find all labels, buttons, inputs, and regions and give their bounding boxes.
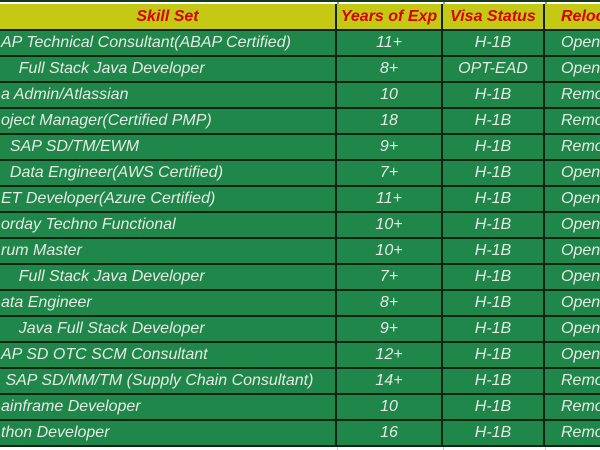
table-row: Data Engineer(AWS Certified) 7+ H-1B Ope… <box>0 161 600 187</box>
cell-relocation[interactable]: Open <box>545 57 600 83</box>
cell-relocation[interactable]: Open <box>545 265 600 291</box>
cell-years[interactable]: 14+ <box>337 369 443 395</box>
cell-visa[interactable]: H-1B <box>443 369 545 395</box>
cell-years[interactable]: 16 <box>337 421 443 447</box>
cell-years[interactable]: 11+ <box>337 187 443 213</box>
cell-skill[interactable]: a Admin/Atlassian <box>0 83 337 109</box>
cell-relocation[interactable]: Remote <box>545 421 600 447</box>
cell-visa[interactable]: H-1B <box>443 31 545 57</box>
cell-skill[interactable]: orday Techno Functional <box>0 213 337 239</box>
header-years-of-exp[interactable]: Years of Exp <box>337 4 443 31</box>
cell-skill[interactable]: AP Technical Consultant(ABAP Certified) <box>0 31 337 57</box>
table-row: a Admin/Atlassian 10 H-1B Remote <box>0 83 600 109</box>
cell-visa[interactable]: H-1B <box>443 395 545 421</box>
cell-visa[interactable]: H-1B <box>443 109 545 135</box>
gridline-tick <box>337 447 338 450</box>
table-row: ainframe Developer 10 H-1B Remote <box>0 395 600 421</box>
table-row: Full Stack Java Developer 8+ OPT-EAD Ope… <box>0 57 600 83</box>
cell-skill[interactable]: Full Stack Java Developer <box>0 57 337 83</box>
cell-relocation[interactable]: Remote <box>545 369 600 395</box>
cell-years[interactable]: 8+ <box>337 291 443 317</box>
cell-visa[interactable]: H-1B <box>443 135 545 161</box>
header-relocation[interactable]: Relocation <box>545 4 600 31</box>
cell-years[interactable]: 10+ <box>337 239 443 265</box>
table-row: orday Techno Functional 10+ H-1B Open <box>0 213 600 239</box>
cell-visa[interactable]: H-1B <box>443 239 545 265</box>
cell-relocation[interactable]: Open <box>545 343 600 369</box>
cell-visa[interactable]: H-1B <box>443 291 545 317</box>
cell-relocation[interactable]: Open <box>545 291 600 317</box>
cell-skill[interactable]: Java Full Stack Developer <box>0 317 337 343</box>
cell-years[interactable]: 10 <box>337 395 443 421</box>
cell-skill[interactable]: ET Developer(Azure Certified) <box>0 187 337 213</box>
cell-visa[interactable]: H-1B <box>443 317 545 343</box>
gridline-tick <box>443 2 445 4</box>
cell-skill[interactable]: AP SD OTC SCM Consultant <box>0 343 337 369</box>
cell-years[interactable]: 11+ <box>337 31 443 57</box>
cell-relocation[interactable]: Remote <box>545 83 600 109</box>
cell-relocation[interactable]: Open <box>545 213 600 239</box>
cell-relocation[interactable]: Remote <box>545 395 600 421</box>
cell-skill[interactable]: rum Master <box>0 239 337 265</box>
cell-relocation[interactable]: Open <box>545 317 600 343</box>
table-row: Full Stack Java Developer 7+ H-1B Open <box>0 265 600 291</box>
cell-years[interactable]: 8+ <box>337 57 443 83</box>
cell-skill[interactable]: oject Manager(Certified PMP) <box>0 109 337 135</box>
cell-relocation[interactable]: Remote <box>545 109 600 135</box>
table-row: SAP SD/MM/TM (Supply Chain Consultant) 1… <box>0 369 600 395</box>
cell-visa[interactable]: H-1B <box>443 83 545 109</box>
cell-years[interactable]: 9+ <box>337 135 443 161</box>
cell-visa[interactable]: H-1B <box>443 161 545 187</box>
cell-years[interactable]: 10 <box>337 83 443 109</box>
cell-years[interactable]: 7+ <box>337 265 443 291</box>
header-visa-status[interactable]: Visa Status <box>443 4 545 31</box>
cell-relocation[interactable]: Remote <box>545 135 600 161</box>
gridline-tick <box>545 2 547 4</box>
cell-skill[interactable]: ata Engineer <box>0 291 337 317</box>
gridline-tick <box>337 2 339 4</box>
header-skill-set[interactable]: Skill Set <box>0 4 337 31</box>
cell-skill[interactable]: ainframe Developer <box>0 395 337 421</box>
cell-years[interactable]: 9+ <box>337 317 443 343</box>
cell-visa[interactable]: H-1B <box>443 343 545 369</box>
table-header-row: Skill Set Years of Exp Visa Status Reloc… <box>0 4 600 31</box>
cell-visa[interactable]: H-1B <box>443 265 545 291</box>
cell-visa[interactable]: H-1B <box>443 187 545 213</box>
cell-relocation[interactable]: Open <box>545 161 600 187</box>
table-row: ET Developer(Azure Certified) 11+ H-1B O… <box>0 187 600 213</box>
cell-years[interactable]: 10+ <box>337 213 443 239</box>
gridline-tick <box>545 447 546 450</box>
table-row: AP SD OTC SCM Consultant 12+ H-1B Open <box>0 343 600 369</box>
gridline-tick <box>443 447 444 450</box>
cell-relocation[interactable]: Open <box>545 239 600 265</box>
table-row: ata Engineer 8+ H-1B Open <box>0 291 600 317</box>
cell-years[interactable]: 12+ <box>337 343 443 369</box>
cell-visa[interactable]: OPT-EAD <box>443 57 545 83</box>
table-row: SAP SD/TM/EWM 9+ H-1B Remote <box>0 135 600 161</box>
bottom-row-sliver <box>0 447 600 450</box>
cell-relocation[interactable]: Open <box>545 187 600 213</box>
top-row-border <box>0 0 600 2</box>
top-row-sliver <box>0 2 600 4</box>
cell-skill[interactable]: Data Engineer(AWS Certified) <box>0 161 337 187</box>
cell-visa[interactable]: H-1B <box>443 421 545 447</box>
cell-skill[interactable]: Full Stack Java Developer <box>0 265 337 291</box>
table-row: rum Master 10+ H-1B Open <box>0 239 600 265</box>
cell-years[interactable]: 7+ <box>337 161 443 187</box>
cell-relocation[interactable]: Open <box>545 31 600 57</box>
cell-visa[interactable]: H-1B <box>443 213 545 239</box>
cell-skill[interactable]: thon Developer <box>0 421 337 447</box>
cell-years[interactable]: 18 <box>337 109 443 135</box>
table-row: Java Full Stack Developer 9+ H-1B Open <box>0 317 600 343</box>
cell-skill[interactable]: SAP SD/MM/TM (Supply Chain Consultant) <box>0 369 337 395</box>
table-row: thon Developer 16 H-1B Remote <box>0 421 600 447</box>
cell-skill[interactable]: SAP SD/TM/EWM <box>0 135 337 161</box>
table-row: oject Manager(Certified PMP) 18 H-1B Rem… <box>0 109 600 135</box>
skills-table: Skill Set Years of Exp Visa Status Reloc… <box>0 4 600 447</box>
table-row: AP Technical Consultant(ABAP Certified) … <box>0 31 600 57</box>
